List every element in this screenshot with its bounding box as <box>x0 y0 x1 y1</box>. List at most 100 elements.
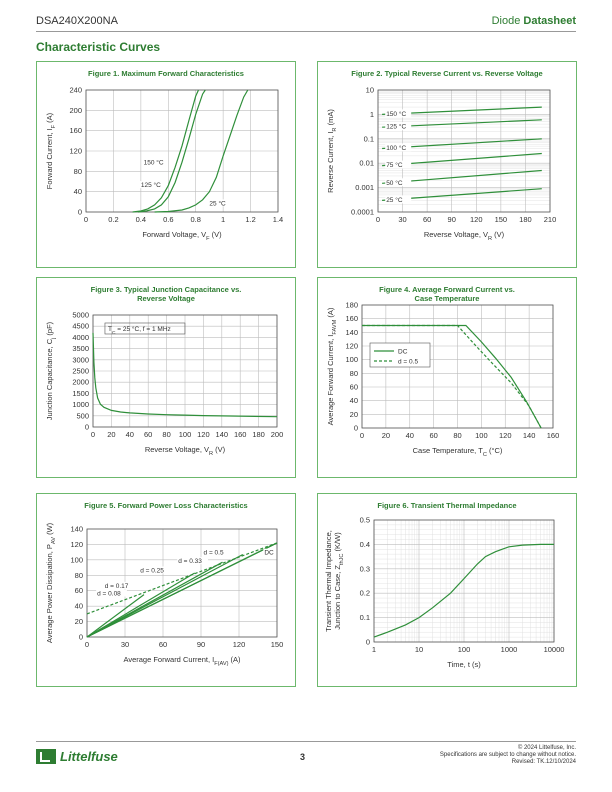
x-tick-label: 40 <box>406 431 414 440</box>
x-tick-label: 60 <box>144 430 152 439</box>
plot-frame <box>361 304 554 429</box>
series-label: 25 °C <box>386 196 403 204</box>
y-tick-label: 4500 <box>72 322 89 331</box>
x-axis-label: Reverse Voltage, VR (V) <box>424 230 505 242</box>
y-tick-label: 0.001 <box>355 183 374 192</box>
x-tick-label: 1 <box>221 215 225 224</box>
y-tick-label: 40 <box>74 187 82 196</box>
figure-4-panel: Figure 4. Average Forward Current vs. Cas… <box>317 277 577 478</box>
y-tick-label: 240 <box>69 86 82 95</box>
legend-box <box>369 342 431 368</box>
annotation: d = 0.17 <box>105 583 129 590</box>
x-tick-label: 0 <box>360 431 364 440</box>
plot-frame <box>377 89 551 213</box>
y-tick-label: 100 <box>70 555 83 564</box>
series-line-d-0-5 <box>362 324 542 429</box>
series-line-d-0-25 <box>86 561 223 638</box>
y-tick-label: 0 <box>85 423 89 432</box>
y-tick-label: 5000 <box>72 311 89 320</box>
annotation: d = 0.5 <box>204 550 224 557</box>
chart-title: Figure 4. Average Forward Current vs. <box>379 285 515 294</box>
footer-notice: © 2024 Littelfuse, Inc. Specifications a… <box>440 745 576 766</box>
x-tick-label: 10000 <box>544 645 565 654</box>
annotation: DC <box>264 550 274 557</box>
y-axis-label: Junction Capacitance, Cj (pF) <box>45 321 57 420</box>
x-tick-label: 80 <box>453 431 461 440</box>
figure-3-panel: Figure 3. Typical Junction Capacitance v… <box>36 277 296 478</box>
copyright: © 2024 Littelfuse, Inc. <box>517 745 576 751</box>
y-tick-label: 60 <box>350 383 358 392</box>
y-axis-label: Average Power Dissipation, PAV (W) <box>45 522 57 643</box>
chart-title: Figure 3. Typical Junction Capacitance v… <box>91 285 242 294</box>
y-tick-label: 20 <box>350 410 358 419</box>
figure-6-panel: Figure 6. Transient Thermal Impedance 1 10… <box>317 493 577 687</box>
y-tick-label: 180 <box>345 301 358 310</box>
series-label-bg <box>385 122 412 131</box>
y-tick-label: 10 <box>366 86 374 95</box>
series-line-25-c <box>154 89 249 213</box>
section-title: Characteristic Curves <box>36 40 161 54</box>
x-tick-label: 1.2 <box>245 215 255 224</box>
x-tick-label: 1000 <box>501 645 518 654</box>
plot-frame <box>92 314 278 428</box>
x-tick-label: 1 <box>372 645 376 654</box>
y-tick-label: 100 <box>345 355 358 364</box>
x-tick-label: 0 <box>91 430 95 439</box>
footer-divider <box>36 741 576 742</box>
figure-1-panel: Figure 1. Maximum Forward Characteristic… <box>36 61 296 268</box>
figure-2-panel: Figure 2. Typical Reverse Current vs. Re… <box>317 61 577 268</box>
x-tick-label: 90 <box>448 215 456 224</box>
series-line-d-0-17 <box>86 572 196 638</box>
y-axis-label: Transient Thermal Impedance, <box>324 530 333 632</box>
x-tick-label: 150 <box>271 640 284 649</box>
x-tick-label: 0.4 <box>136 215 146 224</box>
x-tick-label: 100 <box>475 431 488 440</box>
chart-title: Figure 5. Forward Power Loss Characteris… <box>84 501 247 510</box>
annotation-bg <box>177 557 208 565</box>
x-tick-label: 80 <box>162 430 170 439</box>
annotation: 25 °C <box>209 199 226 207</box>
y-tick-label: 0.2 <box>360 589 370 598</box>
x-tick-label: 30 <box>121 640 129 649</box>
y-axis-label: Junction to Case, ZthJC (K/W) <box>333 532 345 630</box>
littelfuse-logo: Littelfuse <box>36 749 118 764</box>
plot-frame <box>85 89 279 213</box>
y-tick-label: 3500 <box>72 344 89 353</box>
y-tick-label: 20 <box>75 617 83 626</box>
x-tick-label: 20 <box>382 431 390 440</box>
x-tick-label: 210 <box>544 215 557 224</box>
x-tick-label: 140 <box>523 431 536 440</box>
y-axis-label: Reverse Current, IR (mA) <box>326 109 338 193</box>
header-divider <box>36 31 576 32</box>
chart-title: Figure 2. Typical Reverse Current vs. Re… <box>351 69 542 78</box>
x-tick-label: 0.8 <box>190 215 200 224</box>
x-tick-label: 150 <box>495 215 508 224</box>
x-tick-label: 20 <box>107 430 115 439</box>
chart-title: Reverse Voltage <box>137 294 195 303</box>
doc-type-prefix: Diode <box>491 15 521 27</box>
x-tick-label: 10 <box>415 645 423 654</box>
chart-title: Figure 6. Transient Thermal Impedance <box>377 501 516 510</box>
y-tick-label: 3000 <box>72 355 89 364</box>
y-tick-label: 0 <box>78 208 82 217</box>
plot-frame <box>86 528 278 638</box>
x-tick-label: 60 <box>429 431 437 440</box>
series-label-bg <box>385 195 412 204</box>
y-tick-label: 160 <box>345 314 358 323</box>
y-tick-label: 120 <box>345 342 358 351</box>
annotation-box <box>104 322 186 335</box>
logo-text: Littelfuse <box>60 749 118 764</box>
x-tick-label: 160 <box>547 431 560 440</box>
annotation-bg <box>103 581 135 589</box>
y-tick-label: 140 <box>345 328 358 337</box>
y-tick-label: 120 <box>69 147 82 156</box>
x-tick-label: 60 <box>423 215 431 224</box>
y-tick-label: 1 <box>370 110 374 119</box>
figure-2-chart: Figure 2. Typical Reverse Current vs. Re… <box>326 69 557 242</box>
annotation-bg <box>139 566 170 574</box>
figure-3-chart: Figure 3. Typical Junction Capacitance v… <box>45 285 283 457</box>
revised-date: Revised: TK.12/10/2024 <box>511 759 576 765</box>
y-tick-label: 0 <box>354 424 358 433</box>
x-axis-label: Average Forward Current, IF(AV) (A) <box>123 655 241 667</box>
y-tick-label: 0.5 <box>360 516 370 525</box>
